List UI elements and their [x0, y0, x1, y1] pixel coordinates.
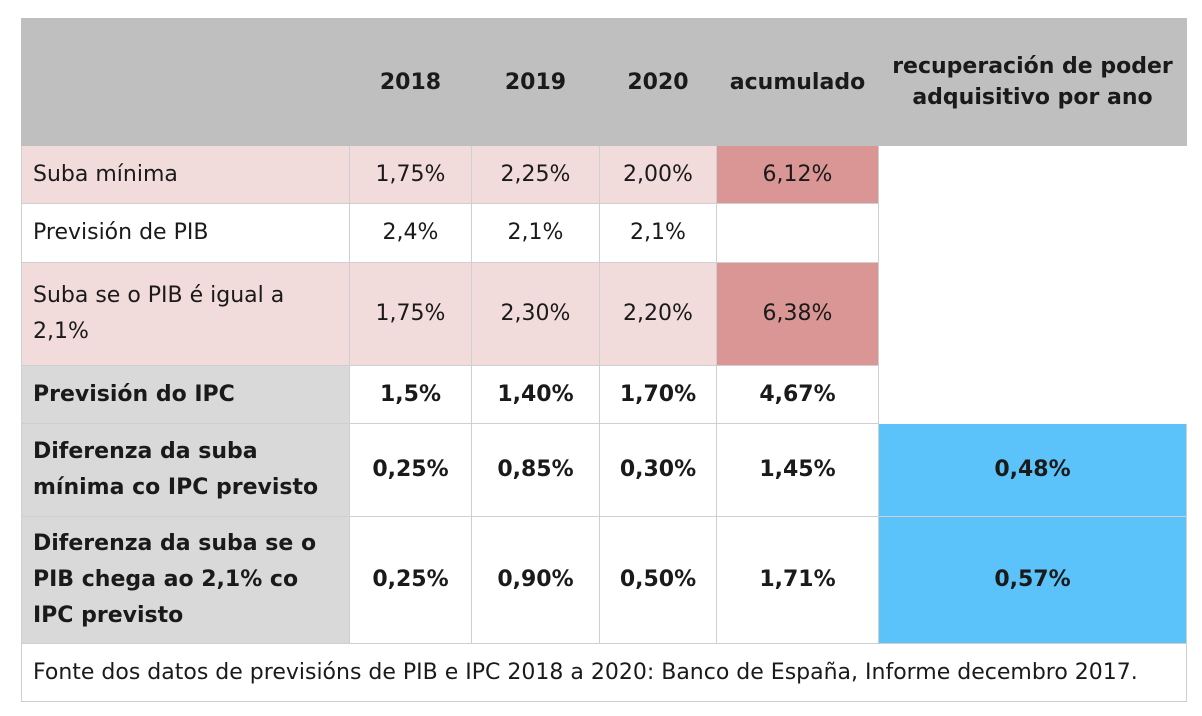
cell-2020: 0,50% — [599, 516, 717, 644]
cell-2020: 0,30% — [599, 423, 717, 517]
header-acumulado: acumulado — [716, 18, 879, 146]
header-recuperacion: recuperación de poder adquisitivo por an… — [878, 18, 1187, 146]
cell-recuperacion — [878, 145, 1187, 204]
source-note: Fonte dos datos de previsións de PIB e I… — [21, 643, 1187, 702]
cell-2020: 2,00% — [599, 145, 717, 204]
cell-2019: 2,30% — [471, 262, 600, 366]
cell-2019: 0,90% — [471, 516, 600, 644]
header-2018: 2018 — [349, 18, 472, 146]
cell-2019: 1,40% — [471, 365, 600, 424]
cell-2018: 1,75% — [349, 145, 472, 204]
row-label: Previsión de PIB — [21, 203, 350, 263]
table-row: Suba mínima 1,75% 2,25% 2,00% 6,12% — [21, 145, 1187, 204]
cell-2018: 1,5% — [349, 365, 472, 424]
cell-2019: 0,85% — [471, 423, 600, 517]
table-container: 2018 2019 2020 acumulado recuperación de… — [21, 18, 1187, 702]
table-row: Diferenza da suba mínima co IPC previsto… — [21, 423, 1187, 517]
cell-recuperacion: 0,48% — [878, 423, 1187, 517]
cell-2020: 2,1% — [599, 203, 717, 263]
cell-recuperacion: 0,57% — [878, 516, 1187, 644]
cell-2019: 2,25% — [471, 145, 600, 204]
row-label: Previsión do IPC — [21, 365, 350, 424]
cell-acumulado: 6,12% — [716, 145, 879, 204]
header-2020: 2020 — [599, 18, 717, 146]
cell-recuperacion — [878, 262, 1187, 366]
row-label: Diferenza da suba mínima co IPC previsto — [21, 423, 350, 517]
cell-2018: 0,25% — [349, 516, 472, 644]
cell-acumulado — [716, 203, 879, 263]
header-2019: 2019 — [471, 18, 600, 146]
table-row: Diferenza da suba se o PIB chega ao 2,1%… — [21, 516, 1187, 644]
table-row: Suba se o PIB é igual a 2,1% 1,75% 2,30%… — [21, 262, 1187, 366]
table-row: Previsión de PIB 2,4% 2,1% 2,1% — [21, 203, 1187, 263]
cell-2018: 0,25% — [349, 423, 472, 517]
row-label: Suba mínima — [21, 145, 350, 204]
cell-acumulado: 1,45% — [716, 423, 879, 517]
cell-recuperacion — [878, 203, 1187, 263]
cell-2018: 1,75% — [349, 262, 472, 366]
header-empty-cell — [21, 18, 350, 146]
cell-acumulado: 6,38% — [716, 262, 879, 366]
source-row: Fonte dos datos de previsións de PIB e I… — [21, 643, 1187, 702]
cell-acumulado: 4,67% — [716, 365, 879, 424]
wage-ipc-table: 2018 2019 2020 acumulado recuperación de… — [21, 18, 1187, 702]
cell-2020: 2,20% — [599, 262, 717, 366]
row-label: Diferenza da suba se o PIB chega ao 2,1%… — [21, 516, 350, 644]
header-row: 2018 2019 2020 acumulado recuperación de… — [21, 18, 1187, 146]
cell-acumulado: 1,71% — [716, 516, 879, 644]
table-row: Previsión do IPC 1,5% 1,40% 1,70% 4,67% — [21, 365, 1187, 424]
cell-recuperacion — [878, 365, 1187, 424]
cell-2020: 1,70% — [599, 365, 717, 424]
cell-2019: 2,1% — [471, 203, 600, 263]
cell-2018: 2,4% — [349, 203, 472, 263]
row-label: Suba se o PIB é igual a 2,1% — [21, 262, 350, 366]
